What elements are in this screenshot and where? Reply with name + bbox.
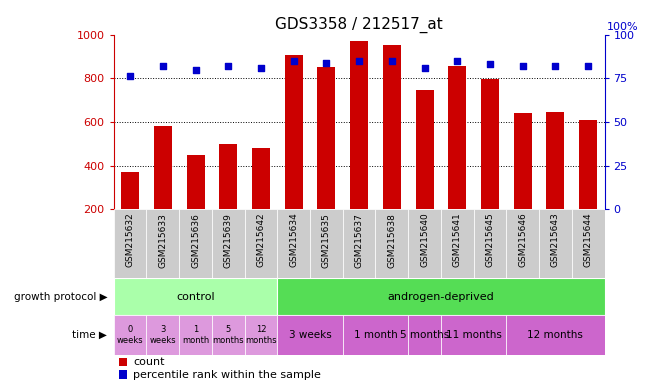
Bar	[514, 113, 532, 209]
Text: 100%: 100%	[607, 22, 639, 32]
Bar	[119, 358, 127, 366]
FancyBboxPatch shape	[441, 209, 474, 278]
FancyBboxPatch shape	[376, 209, 408, 278]
Point	[321, 60, 332, 66]
FancyBboxPatch shape	[408, 315, 441, 355]
Bar	[547, 112, 564, 209]
Text: GSM215645: GSM215645	[486, 213, 495, 268]
FancyBboxPatch shape	[408, 209, 441, 278]
Text: GSM215636: GSM215636	[191, 213, 200, 268]
Text: GSM215635: GSM215635	[322, 213, 331, 268]
FancyBboxPatch shape	[278, 278, 604, 315]
Bar	[481, 79, 499, 209]
Text: percentile rank within the sample: percentile rank within the sample	[133, 370, 321, 380]
Bar	[579, 120, 597, 209]
Text: GSM215644: GSM215644	[584, 213, 593, 267]
Text: growth protocol ▶: growth protocol ▶	[14, 291, 107, 302]
FancyBboxPatch shape	[179, 209, 212, 278]
FancyBboxPatch shape	[244, 209, 278, 278]
Text: GSM215640: GSM215640	[420, 213, 429, 268]
Text: 12 months: 12 months	[528, 330, 583, 340]
Text: 3
weeks: 3 weeks	[150, 325, 176, 345]
Text: 3 weeks: 3 weeks	[289, 330, 332, 340]
Text: GSM215646: GSM215646	[518, 213, 527, 268]
FancyBboxPatch shape	[212, 315, 244, 355]
FancyBboxPatch shape	[278, 209, 310, 278]
Text: control: control	[176, 291, 215, 302]
FancyBboxPatch shape	[343, 315, 408, 355]
Point	[419, 65, 430, 71]
Text: 12
months: 12 months	[245, 325, 277, 345]
FancyBboxPatch shape	[179, 315, 212, 355]
FancyBboxPatch shape	[114, 278, 278, 315]
Text: 11 months: 11 months	[446, 330, 502, 340]
Point	[551, 63, 561, 69]
Point	[125, 73, 135, 79]
FancyBboxPatch shape	[146, 209, 179, 278]
Point	[452, 58, 463, 64]
FancyBboxPatch shape	[146, 315, 179, 355]
Bar	[285, 55, 303, 209]
Text: GSM215633: GSM215633	[159, 213, 167, 268]
Title: GDS3358 / 212517_at: GDS3358 / 212517_at	[275, 17, 443, 33]
Text: GSM215639: GSM215639	[224, 213, 233, 268]
Point	[387, 58, 397, 64]
FancyBboxPatch shape	[310, 209, 343, 278]
Text: 5
months: 5 months	[213, 325, 244, 345]
Bar	[415, 90, 434, 209]
FancyBboxPatch shape	[506, 209, 539, 278]
Bar	[121, 172, 139, 209]
FancyBboxPatch shape	[572, 209, 604, 278]
FancyBboxPatch shape	[506, 315, 604, 355]
Text: GSM215632: GSM215632	[125, 213, 135, 268]
Bar	[119, 370, 127, 379]
Text: time ▶: time ▶	[72, 330, 107, 340]
Point	[190, 66, 201, 73]
Text: GSM215642: GSM215642	[257, 213, 265, 267]
FancyBboxPatch shape	[114, 209, 146, 278]
FancyBboxPatch shape	[114, 315, 146, 355]
Point	[223, 63, 233, 69]
Bar	[187, 155, 205, 209]
Bar	[154, 126, 172, 209]
FancyBboxPatch shape	[474, 209, 506, 278]
Bar	[317, 67, 335, 209]
FancyBboxPatch shape	[212, 209, 244, 278]
FancyBboxPatch shape	[244, 315, 278, 355]
Text: 1
month: 1 month	[182, 325, 209, 345]
Point	[289, 58, 299, 64]
FancyBboxPatch shape	[441, 315, 506, 355]
Bar	[252, 148, 270, 209]
Text: 5 months: 5 months	[400, 330, 449, 340]
FancyBboxPatch shape	[539, 209, 572, 278]
Text: 0
weeks: 0 weeks	[117, 325, 144, 345]
Point	[517, 63, 528, 69]
Point	[157, 63, 168, 69]
Bar	[383, 45, 401, 209]
Text: androgen-deprived: androgen-deprived	[387, 291, 494, 302]
Text: GSM215641: GSM215641	[453, 213, 461, 268]
Text: GSM215634: GSM215634	[289, 213, 298, 268]
Text: 1 month: 1 month	[354, 330, 397, 340]
Text: GSM215643: GSM215643	[551, 213, 560, 268]
Bar	[350, 41, 368, 209]
Bar	[448, 66, 466, 209]
Point	[256, 65, 266, 71]
Text: count: count	[133, 357, 165, 367]
Point	[485, 61, 495, 67]
Text: GSM215637: GSM215637	[355, 213, 363, 268]
FancyBboxPatch shape	[343, 209, 376, 278]
Bar	[219, 144, 237, 209]
Point	[354, 58, 364, 64]
Text: GSM215638: GSM215638	[387, 213, 396, 268]
FancyBboxPatch shape	[278, 315, 343, 355]
Point	[583, 63, 593, 69]
